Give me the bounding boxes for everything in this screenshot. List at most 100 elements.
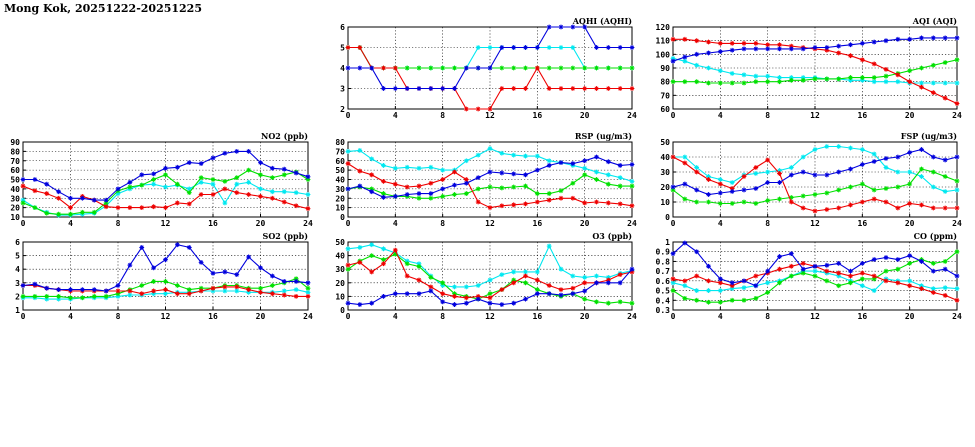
data-point (570, 24, 576, 30)
data-point (523, 269, 528, 275)
data-point (103, 294, 109, 299)
data-point (706, 50, 711, 56)
data-point (824, 262, 830, 268)
data-point (717, 280, 723, 286)
data-point (836, 144, 842, 149)
data-point (115, 294, 121, 299)
y-tick-label: 30 (335, 265, 345, 274)
chart-title: O3 (ppb) (592, 231, 632, 241)
data-point (570, 45, 576, 50)
data-point (68, 211, 73, 217)
data-point (345, 266, 351, 272)
data-point (558, 195, 564, 201)
chart-title: RSP (ug/m3) (575, 131, 632, 141)
y-tick-label: 40 (10, 185, 20, 194)
data-point (281, 292, 287, 298)
data-point (777, 266, 782, 272)
data-point (594, 177, 599, 182)
data-point (428, 191, 434, 196)
x-tick-label: 16 (533, 219, 543, 228)
data-point (895, 79, 901, 85)
data-point (812, 147, 818, 152)
data-point (753, 165, 759, 170)
data-point (452, 192, 457, 197)
x-tick-label: 12 (485, 312, 495, 321)
data-point (629, 269, 635, 275)
data-point (416, 191, 422, 196)
data-point (753, 41, 759, 46)
data-point (942, 285, 948, 291)
data-point (765, 42, 771, 48)
data-point (381, 178, 386, 184)
data-point (163, 172, 168, 178)
data-point (44, 191, 50, 196)
data-point (594, 65, 599, 71)
data-point (487, 106, 493, 112)
data-point (954, 35, 960, 41)
data-point (919, 259, 924, 264)
data-point (729, 71, 735, 76)
data-point (883, 199, 889, 205)
data-point (629, 300, 635, 306)
data-point (487, 300, 493, 306)
data-point (511, 171, 517, 177)
data-point (258, 193, 263, 199)
data-point (694, 169, 700, 175)
data-point (246, 179, 252, 185)
data-point (670, 58, 676, 64)
data-point (706, 299, 711, 305)
data-point (570, 86, 576, 91)
data-point (487, 146, 493, 151)
data-point (788, 46, 794, 52)
data-point (942, 293, 948, 298)
data-point (706, 39, 711, 45)
data-point (558, 65, 564, 71)
data-point (404, 65, 410, 71)
data-point (682, 160, 688, 166)
data-point (605, 159, 611, 165)
data-point (753, 171, 759, 176)
data-point (293, 203, 299, 209)
data-point (305, 177, 311, 182)
data-point (717, 177, 723, 182)
data-point (942, 174, 948, 179)
data-point (942, 266, 948, 272)
y-tick-label: 70 (335, 147, 345, 156)
data-point (582, 280, 588, 286)
data-point (475, 106, 481, 112)
data-point (930, 90, 936, 95)
data-point (765, 73, 771, 79)
data-point (954, 286, 960, 292)
data-point (836, 273, 842, 279)
x-tick-label: 8 (440, 219, 445, 228)
data-point (919, 166, 924, 172)
data-point (682, 283, 688, 289)
data-point (594, 154, 599, 160)
data-point (345, 262, 351, 268)
data-point (954, 154, 960, 160)
data-point (859, 57, 865, 63)
data-point (546, 65, 552, 71)
data-point (44, 210, 50, 216)
data-point (753, 295, 759, 301)
data-point (281, 166, 287, 172)
data-point (546, 197, 552, 203)
data-point (605, 274, 611, 280)
data-point (487, 291, 493, 297)
y-tick-label: 60 (10, 166, 20, 175)
data-point (594, 273, 599, 279)
x-tick-label: 20 (905, 219, 915, 228)
data-point (186, 190, 192, 196)
data-point (357, 45, 363, 50)
data-point (729, 41, 735, 46)
data-point (234, 175, 240, 181)
data-point (729, 201, 735, 206)
data-point (777, 180, 782, 185)
data-point (883, 66, 889, 72)
chart-co: 0 4 8 12 16 20 24 0.30.40.50.60.70.80.91 CO (ppm… (656, 231, 962, 321)
data-point (859, 181, 865, 187)
data-point (305, 289, 311, 295)
data-point (741, 278, 747, 284)
data-point (534, 291, 540, 297)
data-point (836, 187, 842, 193)
